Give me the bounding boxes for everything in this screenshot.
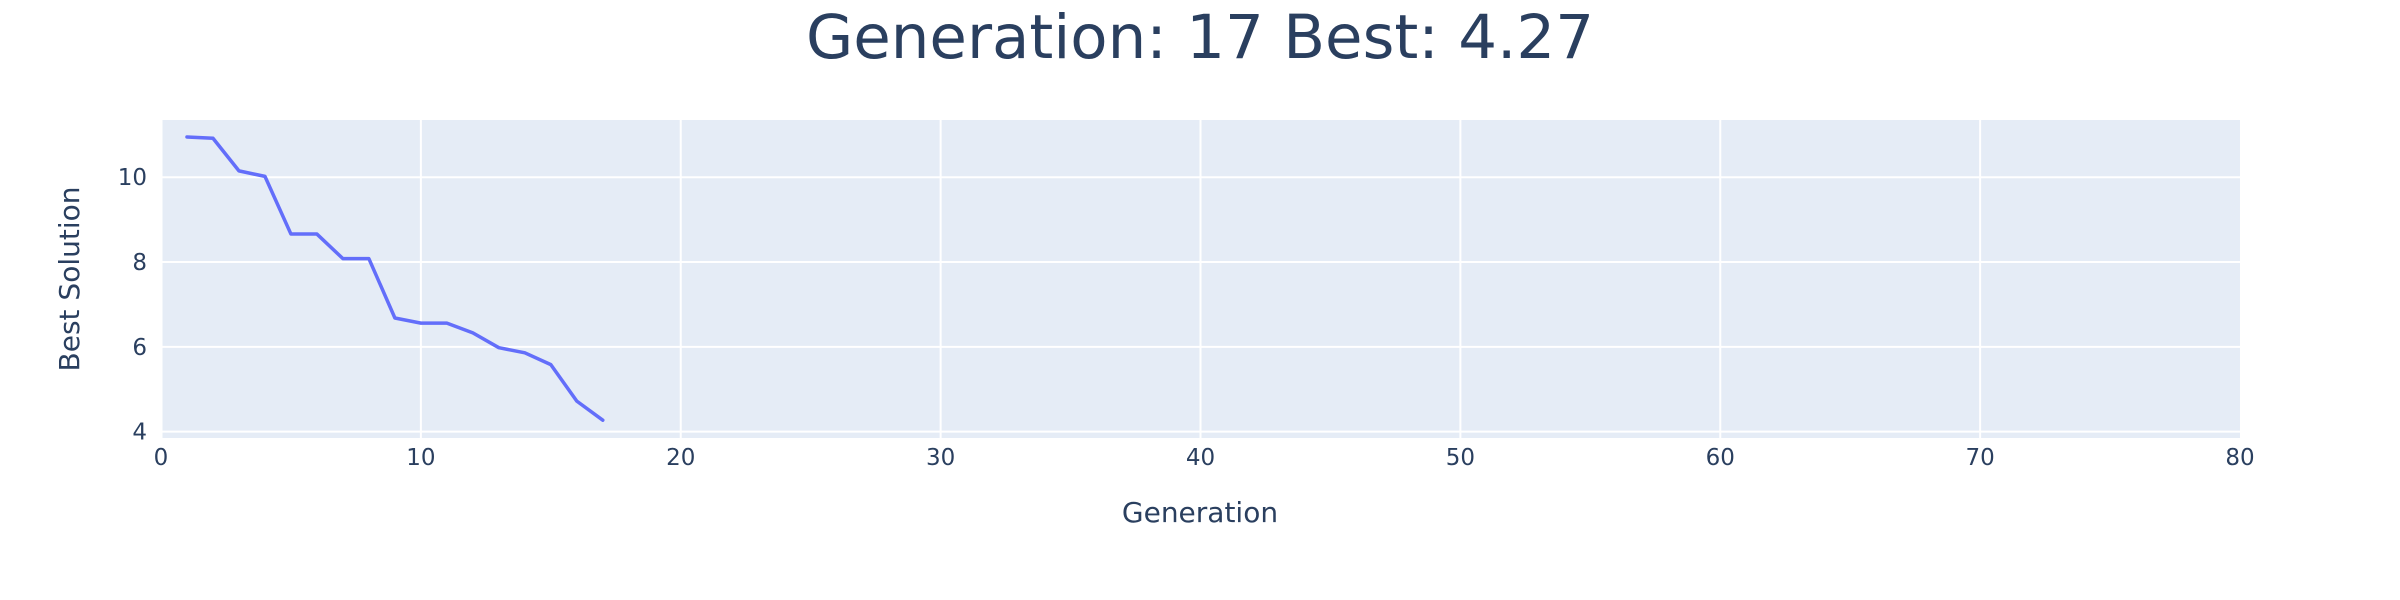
x-tick-label-0: 0	[154, 445, 169, 471]
tick-labels: 0 10 20 30 40 50 60 70 80 4 6 8 10	[118, 165, 2255, 471]
x-tick-label-50: 50	[1446, 445, 1475, 471]
y-tick-label-6: 6	[132, 335, 147, 361]
x-tick-label-40: 40	[1186, 445, 1215, 471]
x-tick-label-60: 60	[1706, 445, 1735, 471]
y-tick-label-4: 4	[132, 420, 147, 446]
y-tick-label-8: 8	[132, 250, 147, 276]
x-tick-label-80: 80	[2225, 445, 2254, 471]
x-axis-title: Generation	[1122, 496, 1278, 529]
series-layer	[185, 135, 605, 422]
grid-lines	[159, 120, 2240, 438]
y-tick-label-10: 10	[118, 165, 147, 191]
x-tick-label-10: 10	[406, 445, 435, 471]
chart-title: Generation: 17 Best: 4.27	[806, 2, 1594, 73]
x-tick-label-70: 70	[1965, 445, 1994, 471]
y-axis-title: Best Solution	[53, 187, 86, 372]
series-line-1	[185, 135, 605, 422]
x-tick-label-30: 30	[926, 445, 955, 471]
x-tick-label-20: 20	[666, 445, 695, 471]
